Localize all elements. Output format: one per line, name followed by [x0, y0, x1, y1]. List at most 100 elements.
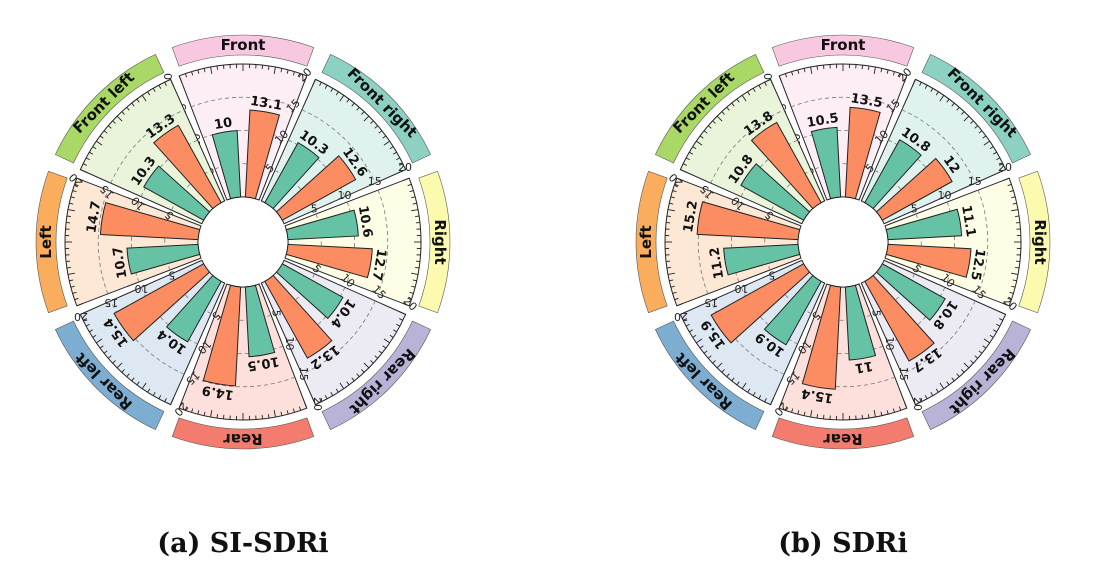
- tick-mark: [141, 95, 147, 102]
- tick-mark: [116, 362, 123, 369]
- radial-tick-label: 10: [883, 336, 896, 350]
- tick-mark: [935, 388, 939, 393]
- tick-mark: [999, 311, 1006, 315]
- tick-mark: [85, 323, 90, 327]
- sector-rear: 5 10 15 20 Rear 11 15.4: [771, 283, 924, 450]
- tick-mark: [680, 311, 687, 315]
- gridline: [874, 170, 915, 211]
- tick-mark: [721, 369, 725, 373]
- category-label: Front: [221, 36, 266, 54]
- bar-orange: [285, 243, 373, 279]
- bar-green: [165, 274, 222, 343]
- tick-mark: [731, 102, 735, 107]
- gridline: [874, 273, 915, 314]
- tick-mark: [873, 66, 876, 74]
- tick-mark: [356, 106, 360, 111]
- tick-mark: [99, 345, 104, 349]
- category-label-band: [171, 417, 315, 450]
- tick-mark: [396, 323, 401, 327]
- tick-mark: [747, 388, 751, 393]
- tick-mark: [82, 318, 87, 321]
- radial-tick-label: 5: [911, 203, 918, 216]
- category-label-band: [771, 417, 915, 450]
- bar-orange: [885, 243, 972, 278]
- tick-mark: [666, 266, 671, 269]
- gridline: [274, 273, 315, 314]
- tick-mark: [136, 381, 140, 386]
- tick-mark: [273, 66, 276, 74]
- tick-mark: [415, 266, 420, 269]
- tick-mark: [378, 350, 383, 354]
- tick-mark: [716, 115, 723, 122]
- tick-mark: [363, 115, 370, 122]
- tick-mark: [361, 369, 365, 373]
- gridline: [377, 189, 389, 295]
- gridline: [97, 189, 109, 295]
- tick-mark: [286, 69, 289, 74]
- bar-orange: [750, 121, 822, 210]
- tick-mark: [699, 345, 704, 349]
- bar-orange: [710, 263, 811, 344]
- tick-mark: [112, 360, 116, 364]
- tick-mark: [312, 398, 316, 405]
- category-label-band: [654, 53, 765, 164]
- radial-tick-label: 15: [104, 296, 118, 309]
- tick-mark: [82, 163, 87, 166]
- radial-tick-label: 20: [74, 310, 88, 323]
- tick-mark: [210, 410, 213, 418]
- tick-mark: [370, 120, 374, 124]
- tick-mark: [741, 95, 747, 102]
- tick-mark: [85, 157, 90, 161]
- bar-green: [264, 142, 320, 210]
- bar-value-label: 14.9: [201, 382, 235, 402]
- tick-mark: [280, 68, 283, 73]
- tick-mark: [107, 355, 112, 359]
- gridline: [140, 139, 198, 197]
- tick-mark: [752, 392, 756, 396]
- tick-mark: [273, 410, 276, 418]
- radial-tick-label: 5: [269, 310, 282, 317]
- bar-green: [864, 139, 922, 210]
- tick-mark: [407, 183, 412, 187]
- tick-mark: [1011, 285, 1016, 288]
- tick-mark: [351, 102, 355, 107]
- category-label-band: [1018, 170, 1051, 314]
- tick-mark: [978, 350, 983, 354]
- tick-mark: [112, 120, 116, 124]
- tick-mark: [80, 169, 87, 173]
- tick-mark: [982, 345, 987, 349]
- tick-mark: [1009, 291, 1014, 294]
- tick-mark: [989, 334, 994, 338]
- sector-right: 5 10 15 20 Right 10.6 12.7: [284, 161, 451, 314]
- tick-mark: [903, 401, 908, 409]
- tick-mark: [784, 73, 788, 78]
- tick-mark: [999, 169, 1006, 173]
- gridline: [802, 130, 884, 139]
- tick-mark: [791, 408, 794, 413]
- tick-mark: [736, 98, 740, 103]
- gridline: [790, 376, 896, 388]
- radial-tick-label: 20: [311, 397, 324, 411]
- tick-mark: [685, 157, 690, 161]
- tick-mark: [867, 414, 870, 419]
- category-label-band: [635, 170, 668, 314]
- tick-mark: [703, 130, 708, 134]
- radial-tick-label: 20: [398, 161, 412, 174]
- tick-mark: [399, 163, 404, 166]
- gridline: [315, 213, 322, 271]
- radial-tick-label: 10: [135, 282, 149, 295]
- tick-mark: [1007, 183, 1012, 187]
- tick-mark: [682, 163, 687, 166]
- tick-mark: [70, 285, 75, 288]
- tick-mark: [298, 406, 302, 411]
- tick-mark: [993, 329, 997, 333]
- tick-mark: [66, 215, 71, 218]
- tick-mark: [689, 329, 693, 333]
- tick-mark: [324, 84, 328, 89]
- gridline: [171, 170, 212, 211]
- tick-mark: [736, 381, 740, 386]
- tick-mark: [770, 79, 774, 86]
- sector-front: 5101520Front10.513.5: [762, 34, 915, 201]
- tick-mark: [339, 382, 345, 389]
